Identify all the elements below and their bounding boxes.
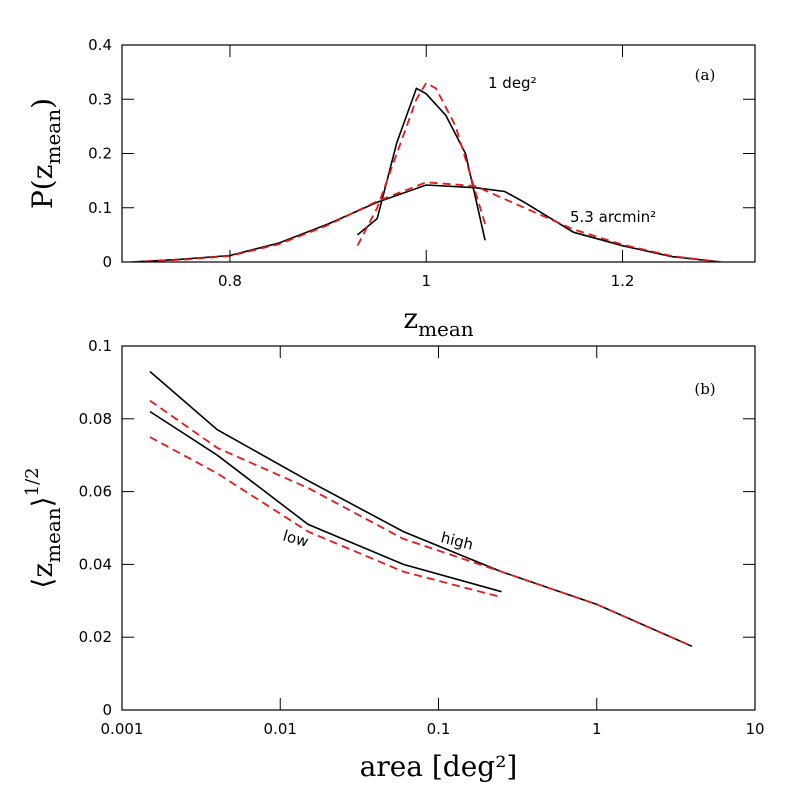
annotation: low bbox=[281, 527, 311, 551]
line bbox=[356, 87, 486, 241]
x-tick-label: 0.1 bbox=[427, 720, 451, 738]
y-label-part: P(z bbox=[26, 165, 59, 210]
annotation: 1 deg² bbox=[488, 74, 537, 92]
annotation: (a) bbox=[695, 66, 716, 84]
annotation: high bbox=[439, 528, 475, 553]
axes-frame bbox=[121, 44, 756, 263]
line bbox=[356, 81, 486, 247]
y-tick-label: 0.1 bbox=[88, 337, 112, 355]
line bbox=[149, 399, 693, 648]
y-tick-label: 0.04 bbox=[79, 555, 112, 573]
y-tick-label: 0.1 bbox=[88, 199, 112, 217]
x-tick-label: 1 bbox=[592, 720, 602, 738]
y-label-part: mean bbox=[41, 109, 65, 165]
x-tick-label: 1.2 bbox=[611, 272, 635, 290]
annotation: (b) bbox=[694, 380, 715, 398]
y-label-part: mean bbox=[41, 507, 65, 563]
y-tick-label: 0.2 bbox=[88, 145, 112, 163]
x-label-part: mean bbox=[418, 317, 474, 341]
y-tick-label: 0.08 bbox=[79, 410, 112, 428]
y-tick-label: 0.4 bbox=[88, 36, 112, 54]
y-axis-label: ⟨zmean⟩1/2 bbox=[22, 467, 65, 588]
line bbox=[149, 370, 693, 648]
x-axis-label: area [deg²] bbox=[360, 750, 518, 783]
line bbox=[149, 410, 502, 593]
x-tick-label: 0.001 bbox=[101, 720, 144, 738]
y-label-part: 1/2 bbox=[22, 467, 43, 496]
y-label-part: ⟩ bbox=[26, 496, 59, 507]
y-tick-label: 0.3 bbox=[88, 90, 112, 108]
y-tick-label: 0.02 bbox=[79, 628, 112, 646]
x-label-part: z bbox=[403, 302, 418, 335]
line bbox=[149, 436, 502, 599]
x-label-part: area [deg²] bbox=[360, 750, 518, 783]
y-label-part: ) bbox=[26, 98, 59, 109]
x-tick-label: 0.8 bbox=[218, 272, 242, 290]
annotation: 5.3 arcmin² bbox=[570, 208, 656, 226]
y-tick-label: 0 bbox=[102, 253, 112, 271]
y-axis-label: P(zmean) bbox=[26, 98, 65, 209]
axes-frame bbox=[121, 345, 756, 711]
x-axis-label: zmean bbox=[403, 302, 473, 341]
x-tick-label: 10 bbox=[745, 720, 764, 738]
y-label-part: ⟨z bbox=[26, 563, 59, 589]
y-tick-label: 0 bbox=[102, 701, 112, 719]
y-tick-label: 0.06 bbox=[79, 483, 112, 501]
x-tick-label: 0.01 bbox=[264, 720, 297, 738]
x-tick-label: 1 bbox=[421, 272, 431, 290]
